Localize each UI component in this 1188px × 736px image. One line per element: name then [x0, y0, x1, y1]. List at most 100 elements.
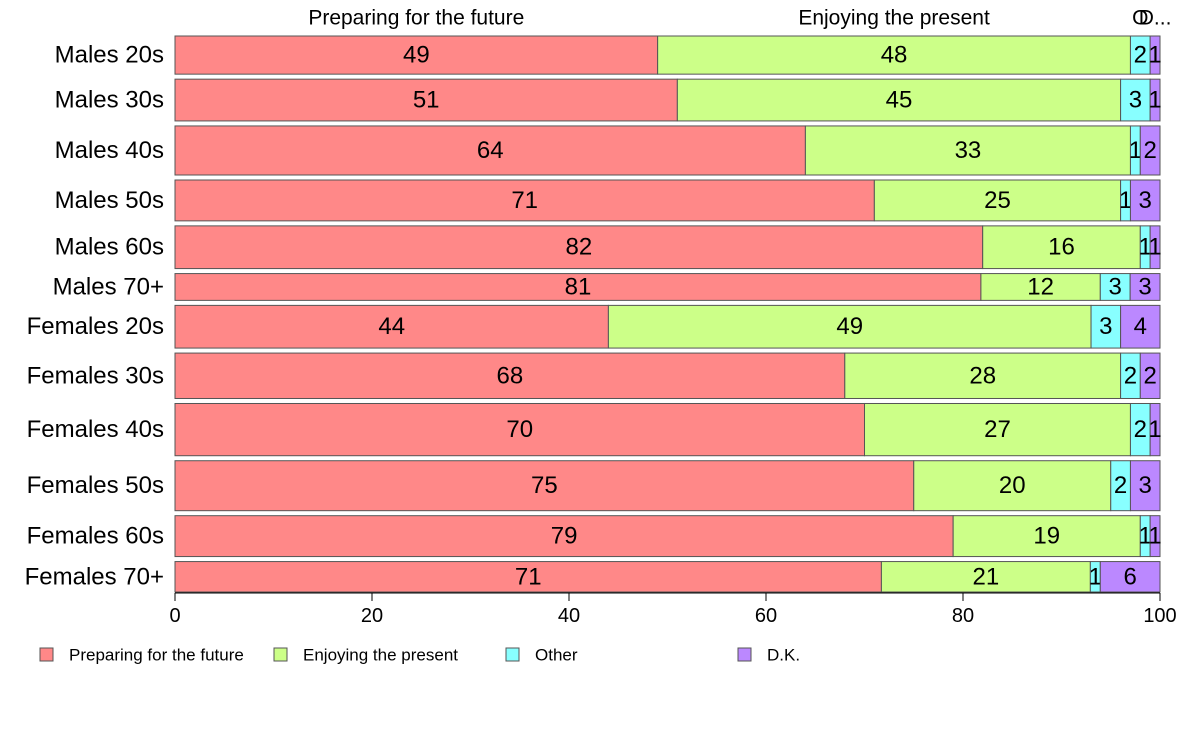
bar-segment — [913, 460, 1112, 512]
data-label: 3 — [1139, 187, 1152, 214]
top-label: Preparing for the future — [308, 7, 524, 30]
legend-label: Preparing for the future — [69, 646, 244, 665]
bar-segment — [657, 35, 1131, 75]
data-label: 2 — [1143, 362, 1156, 389]
data-label: 2 — [1124, 362, 1137, 389]
top-label: O — [1132, 7, 1148, 30]
bar-segment — [174, 78, 678, 122]
data-label: 3 — [1099, 313, 1112, 340]
bar-segment — [1129, 273, 1161, 301]
category-label: Females 40s — [27, 416, 164, 443]
bar-segment — [873, 179, 1122, 222]
data-label: 68 — [497, 362, 524, 389]
data-label: 64 — [477, 137, 504, 164]
x-tick-label: 0 — [169, 605, 180, 627]
top-labels: Preparing for the future Enjoying the pre… — [308, 7, 1171, 30]
top-label: D... — [1139, 7, 1172, 30]
legend-swatch — [737, 647, 752, 662]
bar-segment — [1099, 273, 1131, 301]
x-tick-label: 80 — [952, 605, 974, 627]
bar-segment — [174, 561, 882, 593]
bar-segment — [174, 179, 875, 222]
data-label: 20 — [999, 472, 1026, 499]
data-label: 44 — [378, 313, 405, 340]
data-label: 45 — [886, 87, 913, 114]
bar-segment — [1139, 352, 1161, 399]
legend: Preparing for the future Enjoying the pre… — [39, 646, 800, 665]
data-label: 1 — [1129, 137, 1142, 164]
data-label: 49 — [403, 42, 430, 69]
data-label: 49 — [836, 313, 863, 340]
data-label: 79 — [551, 523, 578, 550]
bar-segment — [174, 125, 806, 176]
data-label: 70 — [506, 416, 533, 443]
data-label: 3 — [1109, 273, 1122, 300]
data-label: 2 — [1134, 42, 1147, 69]
bar-segment — [952, 515, 1141, 558]
data-label: 51 — [413, 87, 440, 114]
category-label: Females 50s — [27, 472, 164, 499]
bar-segment — [1149, 402, 1161, 457]
bar-segment — [1149, 35, 1161, 75]
data-label: 1 — [1148, 234, 1161, 261]
bar-segment — [1120, 304, 1161, 349]
data-label: 4 — [1134, 313, 1147, 340]
category-label: Males 20s — [55, 42, 164, 69]
data-label: 1 — [1139, 523, 1152, 550]
data-label: 2 — [1134, 416, 1147, 443]
category-label: Males 60s — [55, 234, 164, 261]
bar-segment — [982, 225, 1141, 270]
data-label: 1 — [1089, 563, 1102, 590]
data-label: 1 — [1148, 523, 1161, 550]
data-label: 48 — [881, 42, 908, 69]
bar-segment — [1120, 78, 1151, 122]
data-label: 75 — [531, 472, 558, 499]
x-tick-label: 20 — [361, 605, 383, 627]
data-label: 2 — [1114, 472, 1127, 499]
bar-segment — [864, 402, 1131, 457]
bar-segment — [1139, 125, 1161, 176]
legend-swatch — [273, 647, 288, 662]
bar-segment — [1090, 304, 1122, 349]
data-label: 12 — [1027, 273, 1054, 300]
bar-segment — [1149, 225, 1161, 270]
category-label: Females 20s — [27, 313, 164, 340]
category-label: Males 50s — [55, 187, 164, 214]
legend-label: Enjoying the present — [303, 646, 458, 665]
data-label: 71 — [515, 563, 542, 590]
category-label: Males 30s — [55, 87, 164, 114]
data-label: 1 — [1148, 42, 1161, 69]
data-label: 21 — [973, 563, 1000, 590]
bar-segment — [1129, 179, 1161, 222]
x-axis: 0 20 40 60 80 100 — [169, 592, 1177, 627]
bar-segment — [174, 225, 984, 270]
legend-swatch — [39, 647, 54, 662]
legend-label: Other — [535, 646, 578, 665]
bar-segment — [1129, 460, 1161, 512]
category-label: Males 70+ — [53, 273, 164, 300]
data-label: 1 — [1139, 234, 1152, 261]
category-label: Males 40s — [55, 137, 164, 164]
x-tick-label: 100 — [1143, 605, 1176, 627]
bar-segment — [880, 561, 1091, 593]
bar-segment — [174, 304, 609, 349]
data-label: 3 — [1138, 273, 1151, 300]
category-label: Females 70+ — [25, 563, 164, 590]
data-label: 1 — [1148, 416, 1161, 443]
bar-segment — [844, 352, 1122, 399]
bar-segment — [174, 273, 982, 301]
data-label: 27 — [984, 416, 1011, 443]
data-label: 6 — [1123, 563, 1136, 590]
data-label: 82 — [565, 234, 592, 261]
x-tick-label: 60 — [755, 605, 777, 627]
data-label: 3 — [1129, 87, 1142, 114]
data-label: 19 — [1033, 523, 1060, 550]
data-label: 1 — [1119, 187, 1132, 214]
data-label: 1 — [1148, 87, 1161, 114]
data-label: 71 — [511, 187, 538, 214]
data-label: 16 — [1048, 234, 1075, 261]
category-labels: Males 20s Males 30s Males 40s Males 50s Male… — [25, 42, 164, 591]
bar-segment — [174, 515, 954, 558]
